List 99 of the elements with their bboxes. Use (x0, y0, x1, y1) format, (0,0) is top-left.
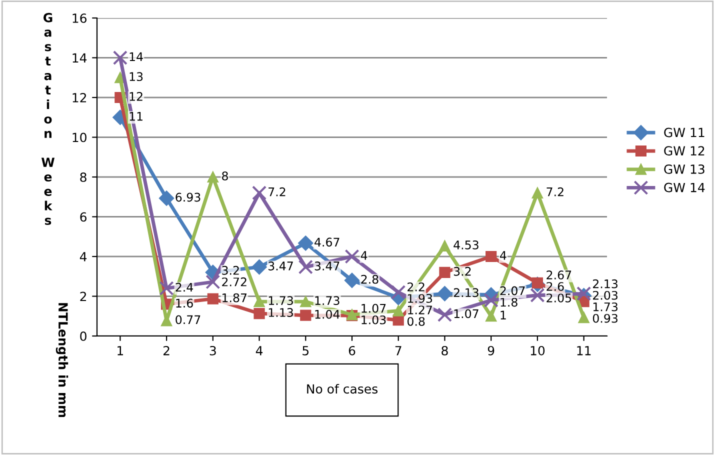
data-label: 4 (360, 251, 368, 260)
point (252, 259, 267, 275)
x-tick-label: 2 (163, 346, 170, 356)
data-label: 3.2 (454, 266, 471, 276)
data-label: 7.2 (546, 187, 564, 196)
data-label: 1.87 (222, 293, 247, 302)
x-tick-label: 6 (348, 346, 356, 356)
x-tick-label: 9 (488, 346, 494, 356)
point (484, 292, 498, 308)
data-label: 2.03 (593, 290, 618, 300)
data-label: 1.07 (454, 309, 478, 318)
point (159, 281, 174, 296)
point (578, 312, 590, 324)
data-label: 4 (500, 251, 506, 260)
point (207, 171, 218, 183)
point (530, 288, 545, 303)
data-label: 1.07 (362, 304, 386, 313)
data-label: 4.67 (314, 238, 340, 247)
point (300, 310, 312, 321)
y-tick-label: 6 (80, 212, 86, 222)
point (206, 274, 220, 290)
data-label: 2.6 (546, 282, 564, 291)
data-label: 2.67 (546, 270, 572, 280)
point (486, 310, 497, 322)
data-label: 1.8 (500, 298, 518, 307)
legend-label: GW 11 (664, 128, 704, 138)
y-tick-label: 2 (80, 292, 86, 301)
data-label: 4.53 (454, 240, 478, 250)
point (439, 240, 450, 252)
data-label: 2.2 (408, 282, 424, 292)
point (207, 293, 218, 304)
data-label: 1.93 (408, 294, 432, 303)
data-label: 3.47 (268, 262, 293, 270)
point (486, 250, 497, 262)
point (392, 305, 404, 316)
y-tick-label: 16 (72, 13, 86, 23)
point (298, 236, 314, 251)
y-tick-label: 12 (72, 92, 86, 102)
data-label: 1.27 (408, 305, 432, 314)
data-label: 0.77 (176, 315, 200, 324)
data-label: 2.07 (500, 286, 525, 296)
point (112, 50, 128, 66)
data-label: 3.47 (314, 262, 340, 270)
data-label: 0.93 (592, 314, 618, 323)
legend-label: GW 13 (664, 164, 704, 174)
data-label: 2.13 (593, 279, 618, 288)
data-label: 13 (130, 72, 143, 82)
data-label: 1.13 (268, 308, 293, 317)
point (158, 190, 174, 206)
data-label: 1.6 (176, 298, 193, 308)
x-tick-label: 8 (442, 346, 448, 356)
data-label: 6.93 (176, 192, 200, 202)
y-tick-label: 0 (80, 331, 86, 341)
point (254, 296, 265, 308)
y-tick-label: 14 (72, 53, 87, 62)
point (300, 296, 312, 308)
data-label: 1.04 (315, 310, 340, 319)
point (437, 307, 452, 322)
data-label: 14 (130, 52, 143, 62)
data-label: 1 (500, 310, 506, 320)
point (298, 260, 313, 274)
point (344, 272, 360, 288)
data-label: 2.05 (546, 294, 572, 302)
data-label: 3.2 (222, 266, 239, 275)
x-tick-label: 3 (210, 346, 216, 356)
x-tick-label: 7 (395, 346, 402, 356)
point (391, 284, 406, 300)
data-label: 12 (130, 92, 142, 101)
data-label: 1.73 (593, 302, 618, 312)
data-label: 2.72 (222, 277, 246, 286)
data-label: 0.8 (407, 316, 425, 326)
point (532, 187, 544, 198)
x-tick-label: 11 (577, 346, 591, 356)
point (437, 286, 452, 302)
data-label: 2.8 (361, 274, 378, 284)
data-label: 1.73 (268, 296, 293, 306)
text: NTLength in mm (56, 303, 68, 418)
y-tick-label: 4 (80, 252, 87, 262)
legend-label: GW 14 (664, 182, 705, 192)
data-label: 7.2 (268, 187, 286, 196)
data-label: 2.4 (176, 282, 193, 292)
x-tick-label: 4 (256, 346, 263, 356)
x-tick-label: 10 (530, 346, 545, 356)
point (344, 249, 360, 264)
text: Gastation Weeks (41, 12, 55, 225)
data-label: 1.03 (362, 315, 386, 324)
point (252, 186, 267, 200)
data-label: 11 (130, 112, 142, 121)
point (439, 266, 450, 278)
legend-label: GW 12 (664, 146, 704, 156)
x-axis-title: No of cases (307, 384, 378, 394)
y-tick-label: 8 (80, 172, 86, 182)
point (254, 308, 265, 320)
data-label: 8 (222, 171, 228, 180)
data-label: 2.13 (454, 288, 478, 298)
y-tick-label: 10 (72, 132, 86, 142)
data-label: 1.73 (315, 296, 340, 306)
x-tick-label: 1 (118, 346, 124, 356)
x-tick-label: 5 (302, 346, 309, 356)
